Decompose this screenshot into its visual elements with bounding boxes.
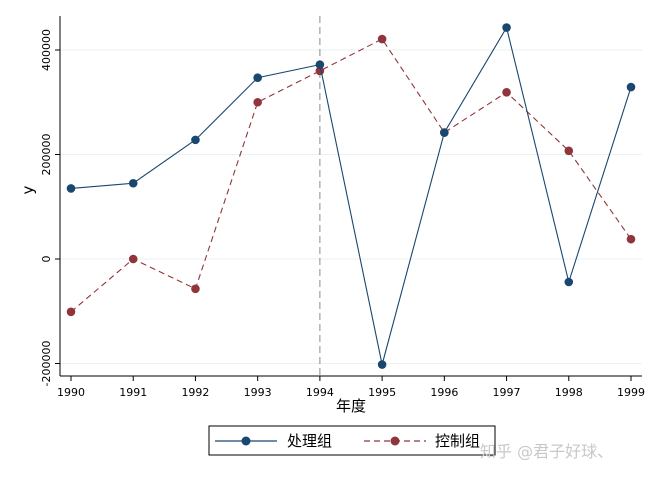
point-control-1999 <box>626 234 636 244</box>
axes-layer <box>55 16 642 381</box>
point-control-1997 <box>502 88 511 97</box>
point-control-1990 <box>66 307 76 317</box>
point-control-1991 <box>128 254 138 264</box>
series-line-treatment <box>70 26 632 365</box>
watermark-text: 知乎 @君子好球、 <box>480 442 613 461</box>
point-control-1993 <box>253 97 262 107</box>
point-treatment-1995 <box>377 360 387 369</box>
x-tick-label-4: 1994 <box>306 386 334 399</box>
tick-labels-layer: -200000 0 200000 400000 1990 1991 1992 1993 1994… <box>40 29 645 399</box>
y-tick-label-2: 200000 <box>40 134 53 176</box>
legend-item-treatment: 处理组 <box>215 432 332 450</box>
y-tick-label-3: 400000 <box>40 29 53 71</box>
x-tick-label-2: 1992 <box>181 386 209 399</box>
legend-item-control: 控制组 <box>364 432 480 450</box>
point-treatment-1994 <box>315 60 325 69</box>
x-tick-label-3: 1993 <box>244 386 272 399</box>
grid-layer <box>60 49 642 364</box>
x-tick-label-0: 1990 <box>57 386 85 399</box>
x-tick-label-6: 1996 <box>430 386 458 399</box>
x-axis-title: 年度 <box>336 397 366 415</box>
legend-marker-control <box>390 436 400 446</box>
point-treatment-1993 <box>253 73 262 82</box>
x-tick-label-7: 1997 <box>493 386 521 399</box>
series-layer <box>66 23 636 369</box>
point-control-1998 <box>564 146 574 156</box>
x-tick-label-1: 1991 <box>119 386 147 399</box>
point-treatment-1997 <box>502 23 511 32</box>
x-tick-label-9: 1999 <box>617 386 645 399</box>
point-treatment-1991 <box>128 178 138 188</box>
point-treatment-1998 <box>564 277 574 287</box>
point-treatment-1990 <box>66 184 76 193</box>
series-line-control <box>70 38 632 313</box>
point-treatment-1992 <box>191 135 200 145</box>
legend-label-control: 控制组 <box>435 432 480 450</box>
point-control-1992 <box>191 284 200 294</box>
y-tick-label-1: 0 <box>40 256 53 263</box>
x-tick-label-5: 1995 <box>368 386 396 399</box>
legend-marker-treatment <box>241 436 251 446</box>
x-tick-label-8: 1998 <box>555 386 583 399</box>
legend-label-treatment: 处理组 <box>287 432 332 450</box>
point-control-1995 <box>377 34 387 44</box>
point-treatment-1996 <box>440 128 449 137</box>
point-treatment-1999 <box>626 82 636 92</box>
y-axis-title: y <box>19 185 37 194</box>
legend: 处理组 控制组 <box>208 425 496 456</box>
y-tick-label-0: -200000 <box>40 341 53 387</box>
